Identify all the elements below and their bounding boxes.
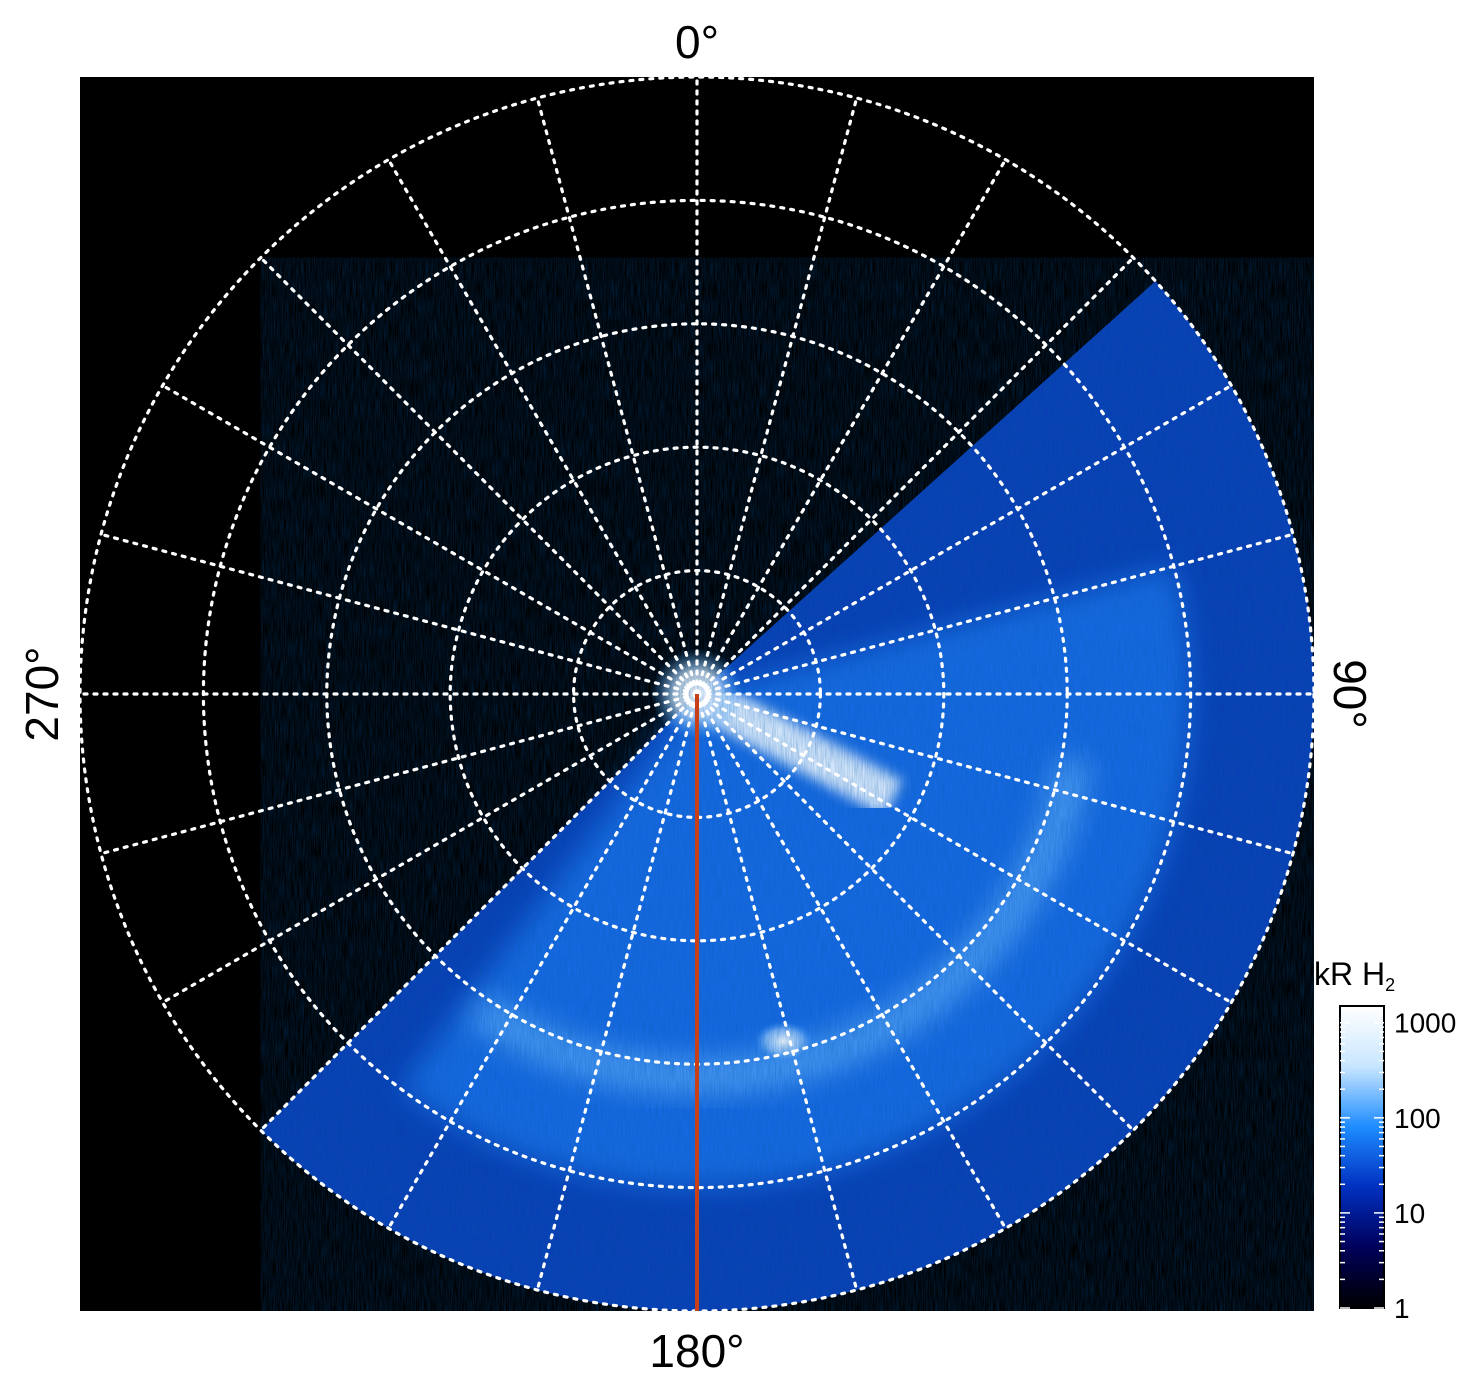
colorbar-tick-label: 100 [1394,1103,1441,1134]
grid-spoke [695,96,859,696]
colorbar-title: kR H2 [1314,956,1395,995]
grid-ring [448,445,946,943]
grid-spoke [535,96,699,696]
grid-spoke [259,692,699,1132]
grid-spoke [695,532,1295,696]
grid-spoke [695,692,1295,856]
colorbar-tick-label: 1000 [1394,1008,1456,1039]
grid-spoke [161,383,699,696]
colorbar-tick-label: 10 [1394,1198,1425,1229]
colorbar: kR H2 1 10 100 1000 [1314,956,1456,1324]
grid-spoke [695,692,1135,1132]
grid-spoke [695,256,1135,696]
grid-spoke [99,532,699,696]
angle-label-0: 0° [675,16,719,68]
grid-spoke [386,158,699,696]
grid-spoke [161,692,699,1005]
grid-spoke [695,692,1008,1230]
polar-grid [80,77,1314,1311]
grid-spoke [695,692,1233,1005]
angle-label-90: 90° [1324,659,1376,729]
grid-spoke [695,692,859,1292]
colorbar-tick-label: 1 [1394,1293,1410,1324]
colorbar-gradient [1339,1005,1385,1309]
colorbar-ticks: 1 10 100 1000 [1340,1008,1456,1324]
grid-spoke [535,692,699,1292]
grid-spoke [695,158,1008,696]
grid-spoke [99,692,699,856]
grid-spoke [386,692,699,1230]
angle-label-180: 180° [649,1325,744,1377]
grid-spoke [695,383,1233,696]
angle-labels: 0° 180° 270° 90° [16,16,1376,1377]
angle-label-270: 270° [16,646,68,741]
grid-spoke [259,256,699,696]
